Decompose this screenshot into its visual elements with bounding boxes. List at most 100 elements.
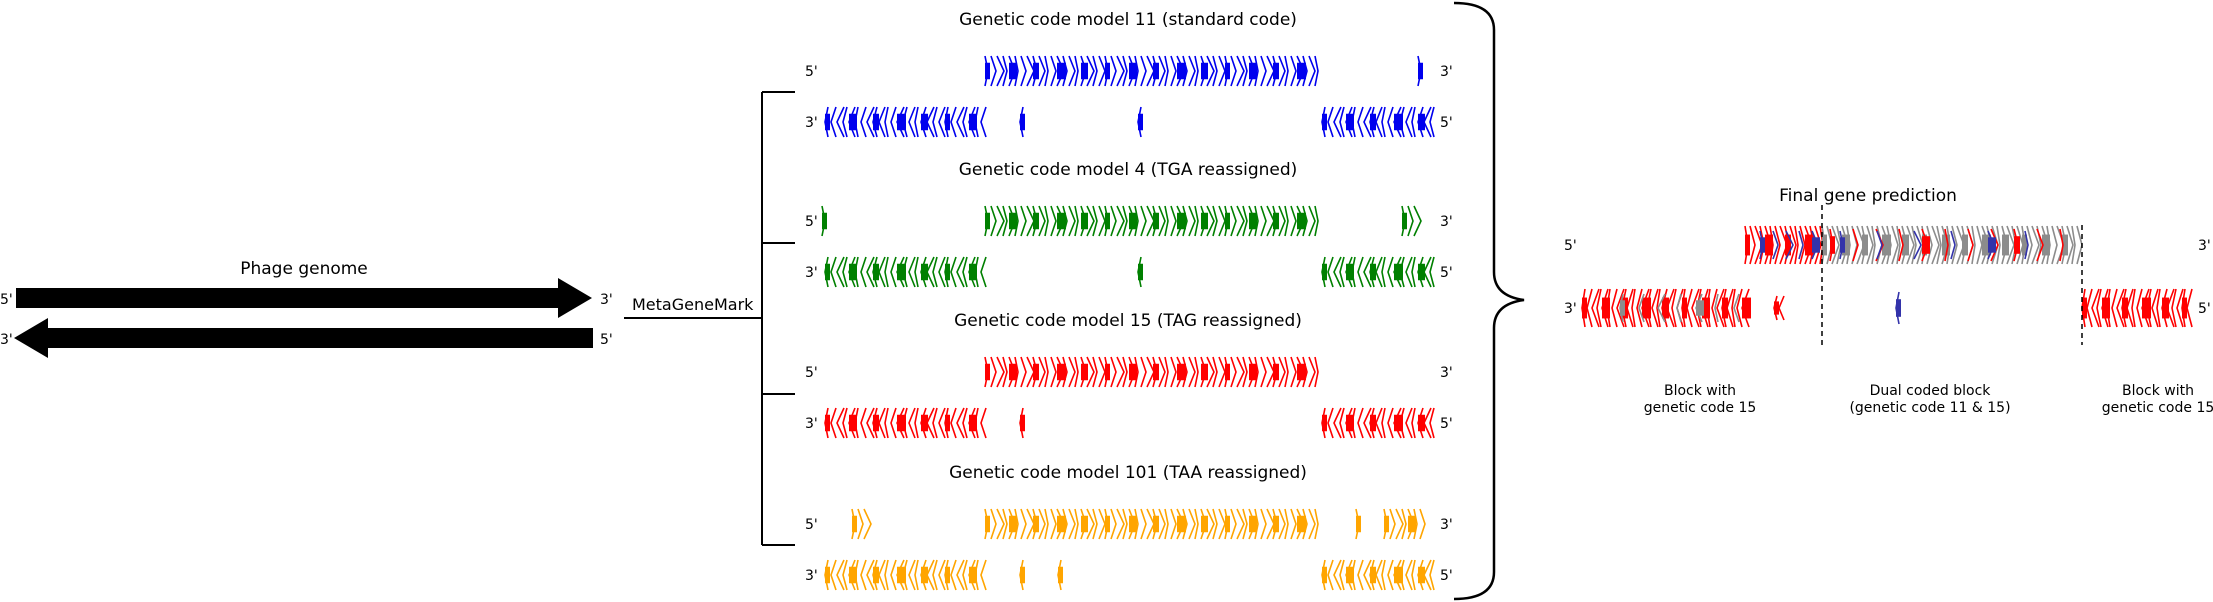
- gene-mark: [1062, 508, 1068, 540]
- gene-mark: [1302, 205, 1308, 237]
- gene-fill: [1177, 212, 1186, 230]
- gene-mark: [938, 559, 946, 591]
- gene-mark: [1278, 508, 1286, 540]
- gene-mark: [1254, 356, 1259, 388]
- gene-mark: [2111, 288, 2118, 328]
- gene-mark: [842, 256, 848, 288]
- fwd-right-label: 3': [1440, 64, 1453, 80]
- gene-mark: [1831, 225, 1840, 265]
- gene-mark: [1871, 225, 1876, 265]
- gene-fill: [1057, 515, 1066, 533]
- gene-mark: [2166, 288, 2175, 328]
- gene-fill: [945, 566, 950, 584]
- gene-fill: [1822, 234, 1827, 256]
- forward-genes: [984, 356, 1319, 388]
- gene-mark: [1218, 508, 1226, 540]
- gene-fill: [852, 515, 857, 533]
- gene-mark: [1423, 407, 1432, 439]
- gene-fill: [1682, 297, 1687, 319]
- gene-mark: [1996, 225, 2001, 265]
- gene-mark: [1218, 55, 1226, 87]
- gene-mark: [1429, 256, 1435, 288]
- gene-mark: [1038, 205, 1046, 237]
- gene-mark: [1891, 225, 1899, 265]
- model-title: Genetic code model 15 (TAG reassigned): [954, 311, 1302, 331]
- gene-mark: [914, 256, 919, 288]
- gene-mark: [996, 356, 1005, 388]
- gene-mark: [1381, 256, 1386, 288]
- gene-mark: [1020, 356, 1027, 388]
- gene-mark: [1413, 205, 1422, 237]
- gene-fill: [897, 414, 906, 432]
- gene-mark: [962, 256, 968, 288]
- gene-fill: [2062, 234, 2068, 256]
- gene-fill: [1346, 414, 1354, 432]
- gene-mark: [1596, 288, 1602, 328]
- metagenemark-connector: MetaGeneMark: [624, 91, 795, 546]
- gene-fill: [1105, 363, 1110, 381]
- gene-mark: [1339, 106, 1345, 138]
- gene-mark: [1357, 407, 1364, 439]
- gene-mark: [2116, 288, 2125, 328]
- gene-mark: [866, 106, 875, 138]
- final-fwd-red-genes: [1744, 225, 1824, 265]
- gene-fill: [1896, 299, 1901, 317]
- gene-mark: [1122, 508, 1128, 540]
- gene-mark: [974, 559, 979, 591]
- gene-mark: [1913, 230, 1922, 260]
- gene-mark: [1749, 225, 1756, 265]
- gene-fill: [1942, 234, 1950, 256]
- gene-fill: [1356, 515, 1361, 533]
- gene-mark: [1044, 55, 1049, 87]
- gene-mark: [1967, 228, 1974, 262]
- gene-mark: [1411, 407, 1416, 439]
- gene-mark: [1014, 356, 1019, 388]
- gene-mark: [926, 559, 935, 591]
- gene-fill: [1057, 363, 1066, 381]
- gene-mark: [2151, 288, 2159, 328]
- gene-mark: [2026, 225, 2033, 265]
- gene-mark: [980, 407, 987, 439]
- gene-mark: [1074, 205, 1079, 237]
- gene-mark: [1284, 356, 1289, 388]
- gene-mark: [1284, 55, 1289, 87]
- gene-fill: [1842, 234, 1850, 256]
- gene-mark: [1116, 508, 1125, 540]
- fwd-left-label: 5': [805, 64, 818, 80]
- gene-mark: [1302, 508, 1308, 540]
- gene-mark: [1363, 106, 1372, 138]
- gene-mark: [884, 106, 889, 138]
- gene-fill: [2102, 297, 2110, 319]
- gene-mark: [1158, 55, 1166, 87]
- gene-mark: [1086, 205, 1095, 237]
- gene-fill: [1177, 515, 1186, 533]
- gene-mark: [1429, 106, 1435, 138]
- gene-fill: [1297, 363, 1306, 381]
- gene-fill: [1020, 566, 1025, 584]
- gene-mark: [1098, 356, 1106, 388]
- gene-mark: [1733, 293, 1740, 323]
- gene-mark: [2186, 288, 2193, 328]
- forward-genes: [821, 205, 827, 237]
- gene-mark: [890, 407, 897, 439]
- fwd-right-label: 3': [1440, 365, 1453, 381]
- gene-mark: [1086, 356, 1095, 388]
- gene-mark: [980, 559, 987, 591]
- gene-mark: [2031, 225, 2040, 265]
- gene-fill: [1602, 297, 1610, 319]
- gene-fill: [1902, 234, 1909, 256]
- gene-fill: [1322, 566, 1327, 584]
- gene-mark: [1086, 55, 1095, 87]
- gene-fill: [1760, 237, 1765, 253]
- gene-mark: [1230, 55, 1237, 87]
- gene-mark: [1164, 55, 1169, 87]
- gene-mark: [1631, 288, 1636, 328]
- gene-mark: [1194, 508, 1199, 540]
- gene-mark: [1140, 205, 1147, 237]
- gene-mark: [1363, 256, 1372, 288]
- final-rev-red-right: [2081, 288, 2193, 328]
- gene-mark: [1290, 205, 1297, 237]
- gene-fill: [897, 566, 906, 584]
- gene-mark: [1098, 205, 1106, 237]
